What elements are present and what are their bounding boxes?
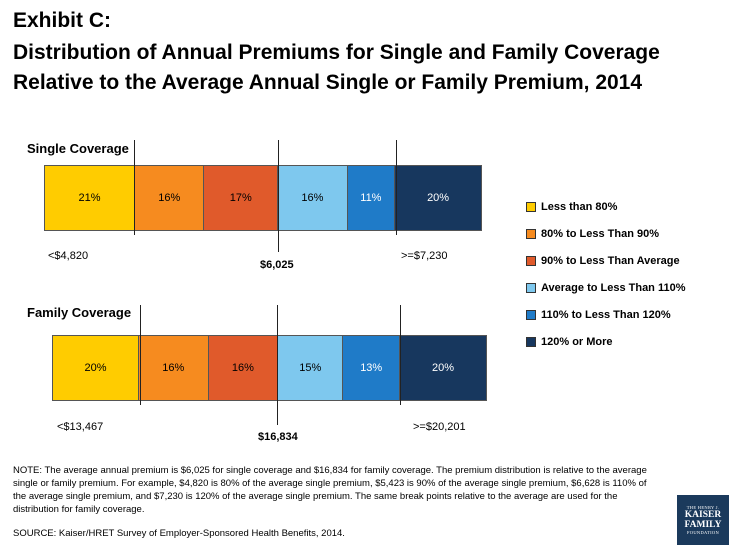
legend-swatch	[526, 202, 536, 212]
bar-segment: 15%	[278, 336, 344, 400]
family-low-annotation: <$13,467	[57, 421, 104, 433]
kaiser-logo: THE HENRY J. KAISER FAMILY FOUNDATION	[677, 495, 729, 545]
legend-label: Average to Less Than 110%	[541, 282, 686, 294]
data-label: 16%	[301, 192, 324, 204]
single-avg-marker	[278, 140, 279, 252]
single-coverage-title: Single Coverage	[27, 141, 129, 156]
logo-line4: FOUNDATION	[687, 530, 719, 535]
legend-item: 110% to Less Than 120%	[526, 309, 671, 321]
single-coverage-bar: 21% 16% 17% 16% 11% 20%	[44, 165, 482, 231]
legend-item: 90% to Less Than Average	[526, 255, 680, 267]
legend-swatch	[526, 337, 536, 347]
bar-segment: 21%	[44, 166, 136, 230]
single-low-marker	[134, 140, 135, 235]
legend-swatch	[526, 310, 536, 320]
bar-segment: 17%	[204, 166, 279, 230]
source-note: SOURCE: Kaiser/HRET Survey of Employer-S…	[13, 528, 345, 539]
single-high-marker	[396, 140, 397, 235]
family-avg-annotation: $16,834	[258, 431, 298, 443]
data-label: 16%	[162, 362, 185, 374]
exhibit-label: Exhibit C:	[13, 9, 111, 32]
data-label: 13%	[360, 362, 383, 374]
chart-title-line1: Distribution of Annual Premiums for Sing…	[13, 41, 660, 64]
logo-line3: FAMILY	[684, 520, 722, 530]
data-label: 11%	[360, 192, 382, 204]
bar-segment: 20%	[52, 336, 139, 400]
data-label: 20%	[84, 362, 107, 374]
legend-label: Less than 80%	[541, 201, 618, 213]
legend-swatch	[526, 283, 536, 293]
family-avg-marker	[277, 305, 278, 425]
legend-item: Less than 80%	[526, 201, 617, 213]
family-coverage-bar: 20% 16% 16% 15% 13% 20%	[52, 335, 487, 401]
single-low-annotation: <$4,820	[48, 250, 89, 262]
data-label: 20%	[431, 362, 454, 374]
bar-segment: 16%	[278, 166, 348, 230]
legend-label: 80% to Less Than 90%	[541, 228, 659, 240]
chart-title-line2: Relative to the Average Annual Single or…	[13, 71, 643, 94]
data-label: 15%	[299, 362, 322, 374]
family-coverage-title: Family Coverage	[27, 305, 132, 320]
bar-segment: 16%	[208, 336, 279, 400]
family-high-annotation: >=$20,201	[413, 421, 466, 433]
data-label: 16%	[231, 362, 254, 374]
family-low-marker	[140, 305, 141, 405]
single-high-annotation: >=$7,230	[401, 250, 448, 262]
logo-line2: KAISER	[684, 510, 722, 520]
data-label: 21%	[78, 192, 101, 204]
bar-segment: 16%	[139, 336, 209, 400]
bar-segment: 20%	[399, 336, 487, 400]
legend-swatch	[526, 256, 536, 266]
legend-item: 120% or More	[526, 336, 613, 348]
data-label: 16%	[158, 192, 181, 204]
data-label: 17%	[229, 192, 252, 204]
bar-segment: 16%	[135, 166, 205, 230]
footnote: NOTE: The average annual premium is $6,0…	[13, 465, 647, 515]
legend-label: 110% to Less Than 120%	[541, 309, 671, 321]
legend-label: 90% to Less Than Average	[541, 255, 680, 267]
family-high-marker	[400, 305, 401, 405]
data-label: 20%	[427, 192, 450, 204]
legend-item: Average to Less Than 110%	[526, 282, 686, 294]
bar-segment: 20%	[395, 166, 482, 230]
single-avg-annotation: $6,025	[260, 259, 294, 271]
bar-segment: 13%	[343, 336, 400, 400]
legend-label: 120% or More	[541, 336, 613, 348]
logo-line1: THE HENRY J.	[686, 505, 720, 510]
bar-segment: 11%	[347, 166, 396, 230]
legend-item: 80% to Less Than 90%	[526, 228, 659, 240]
legend-swatch	[526, 229, 536, 239]
